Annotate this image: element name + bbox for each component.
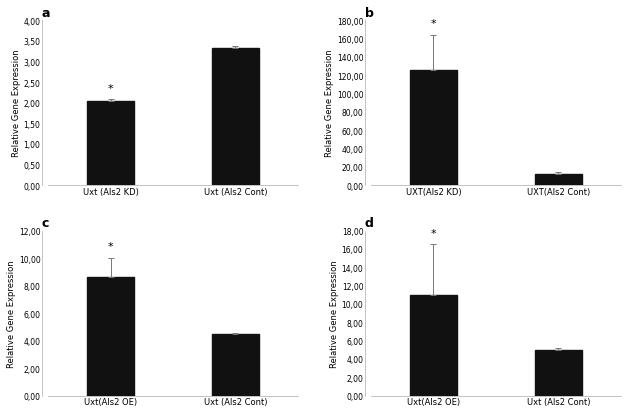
Text: b: b [365,7,373,20]
Y-axis label: Relative Gene Expression: Relative Gene Expression [330,260,339,367]
Bar [410,71,457,186]
Text: d: d [365,217,373,230]
Bar [534,175,582,186]
Y-axis label: Relative Gene Expression: Relative Gene Expression [11,50,21,157]
Text: *: * [108,83,113,93]
Text: *: * [108,242,113,252]
Bar [410,295,457,396]
Text: c: c [42,217,49,230]
Bar [212,335,259,396]
Bar [87,102,134,186]
Bar [534,350,582,396]
Bar [87,277,134,396]
Text: a: a [42,7,50,20]
Y-axis label: Relative Gene Expression: Relative Gene Expression [325,50,334,157]
Y-axis label: Relative Gene Expression: Relative Gene Expression [7,260,16,367]
Text: *: * [430,228,436,238]
Bar [212,49,259,186]
Text: *: * [430,19,436,29]
